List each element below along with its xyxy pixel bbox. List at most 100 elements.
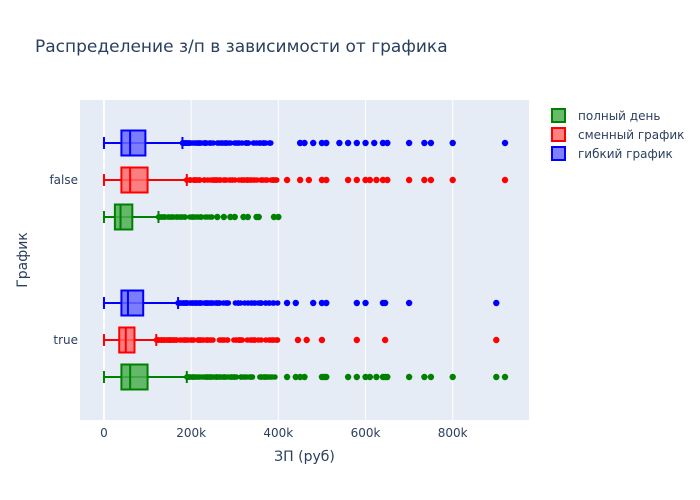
outlier-point (234, 140, 241, 146)
outlier-point (501, 176, 509, 184)
iqr-box (120, 289, 145, 317)
outlier-point (177, 214, 184, 220)
outlier-point (164, 337, 170, 343)
outlier-point (272, 374, 278, 380)
outlier-point (231, 374, 238, 380)
outlier-point (216, 300, 222, 306)
box-гибкий график-true (102, 289, 500, 317)
outlier-point (421, 373, 428, 381)
outlier-point (405, 139, 413, 147)
outlier-point (373, 176, 380, 184)
outlier-point (275, 213, 282, 221)
outlier-point (427, 373, 435, 381)
x-tick-label: 800k (438, 426, 468, 440)
outlier-point (162, 214, 168, 220)
outlier-point (371, 139, 378, 147)
outlier-point (191, 177, 198, 183)
legend-item-гибкий график[interactable]: гибкий график (551, 146, 673, 161)
outlier-point (318, 336, 326, 344)
outlier-point (232, 177, 238, 183)
outlier-point (421, 176, 428, 184)
outlier-point (263, 177, 270, 183)
outlier-point (303, 336, 310, 344)
outlier-point (182, 214, 188, 220)
boxes (102, 129, 509, 391)
outlier-point (310, 139, 317, 147)
outlier-point (214, 213, 221, 221)
outlier-point (427, 139, 435, 147)
outlier-point (344, 176, 352, 184)
outlier-point (242, 140, 249, 146)
outlier-point (405, 176, 413, 184)
outlier-point (153, 337, 160, 343)
outlier-point (296, 176, 304, 184)
outlier-point (449, 373, 456, 381)
outlier-point (207, 374, 214, 380)
outlier-point (283, 373, 291, 381)
outlier-point (283, 299, 291, 307)
x-axis-ticks: 0 200k 400k 600k 800k (100, 426, 468, 440)
y-tick-label: false (49, 173, 78, 187)
legend-label: сменный график (578, 128, 684, 142)
outlier-point (209, 177, 216, 183)
outlier-point (405, 373, 413, 381)
outlier-point (501, 373, 509, 381)
outlier-point (184, 374, 190, 380)
iqr-box (118, 326, 136, 354)
outlier-point (190, 374, 196, 380)
outlier-point (264, 374, 271, 380)
outlier-point (247, 374, 253, 380)
outlier-point (405, 299, 413, 307)
outlier-point (267, 337, 273, 343)
x-tick-label: 0 (100, 426, 108, 440)
outlier-point (255, 300, 262, 306)
outlier-point (223, 300, 230, 306)
outlier-point (384, 176, 391, 184)
outlier-point (251, 140, 258, 146)
outlier-point (373, 373, 380, 381)
outlier-point (231, 213, 238, 221)
outlier-point (156, 214, 163, 220)
x-tick-label: 600k (351, 426, 381, 440)
outlier-point (493, 299, 500, 307)
iqr-box (113, 203, 134, 231)
outlier-point (362, 139, 369, 147)
outlier-point (269, 177, 276, 183)
outlier-point (224, 337, 231, 343)
outlier-point (421, 139, 428, 147)
outlier-point (344, 139, 352, 147)
box-сменный график-true (102, 326, 500, 354)
outlier-point (214, 140, 221, 146)
outlier-point (237, 337, 243, 343)
outlier-point (301, 139, 308, 147)
outlier-point (493, 336, 500, 344)
outlier-point (294, 336, 302, 344)
outlier-point (274, 300, 281, 306)
box-гибкий график-false (102, 129, 509, 157)
outlier-point (263, 337, 269, 343)
outlier-point (196, 177, 203, 183)
outlier-point (223, 374, 230, 380)
outlier-point (244, 213, 252, 221)
y-axis-title: График (15, 232, 31, 288)
legend-swatch (551, 108, 566, 123)
outlier-point (267, 140, 273, 146)
outlier-point (254, 177, 260, 183)
outlier-point (220, 213, 228, 221)
outlier-point (179, 300, 185, 306)
outlier-point (169, 337, 176, 343)
iqr-box (120, 166, 149, 194)
legend-swatch (551, 127, 566, 142)
outlier-point (208, 140, 214, 146)
legend-item-полный день[interactable]: полный день (551, 108, 660, 123)
box-полный день-false (102, 203, 282, 231)
legend-item-сменный график[interactable]: сменный график (551, 127, 684, 142)
outlier-point (449, 139, 456, 147)
box-сменный график-false (102, 166, 509, 194)
outlier-point (194, 214, 201, 220)
outlier-point (195, 140, 202, 146)
outlier-point (203, 374, 210, 380)
outlier-point (208, 214, 215, 220)
outlier-point (381, 299, 389, 307)
legend[interactable]: полный день сменный график гибкий график (551, 108, 684, 161)
